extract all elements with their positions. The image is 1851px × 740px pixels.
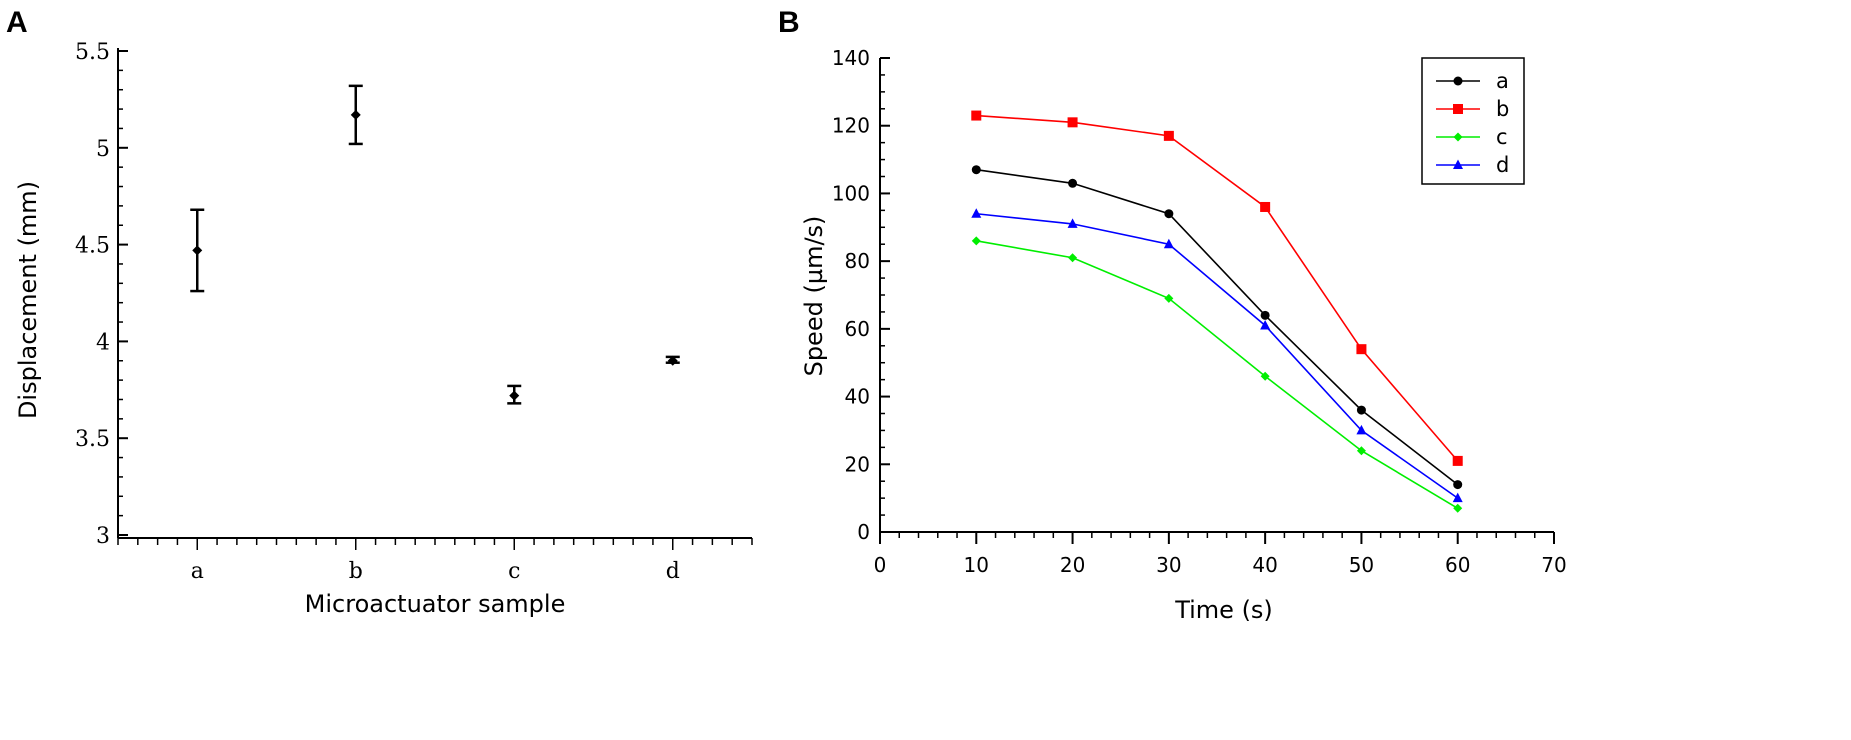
- series-c-point: [1260, 371, 1270, 381]
- series-b-point: [971, 110, 982, 121]
- panel-b-x-tick-label: 20: [1060, 553, 1085, 577]
- legend-c-marker: [1453, 132, 1463, 142]
- panel-b-y-tick-label: 100: [832, 181, 870, 205]
- series-b-point: [1452, 455, 1463, 466]
- legend-d-label: d: [1496, 153, 1509, 177]
- panel-a-x-tick-label: a: [191, 559, 204, 584]
- panel-b-x-tick-label: 60: [1445, 553, 1470, 577]
- panel-a-x-tick-label: c: [508, 559, 520, 584]
- series-b-point: [1067, 117, 1078, 128]
- panel-a-y-tick-label: 3.5: [75, 427, 110, 452]
- legend-b-label: b: [1496, 97, 1509, 121]
- panel-b-y-tick-label: 80: [845, 249, 870, 273]
- series-d-point: [1356, 424, 1367, 435]
- series-b-point: [1260, 201, 1271, 212]
- panel-a-label: A: [6, 6, 28, 39]
- series-a-point: [1260, 310, 1270, 320]
- panel-a-data-point: [192, 245, 203, 256]
- series-a-point: [1164, 209, 1174, 219]
- series-d-point: [971, 208, 982, 218]
- panel-a-y-tick-label: 5: [96, 137, 110, 162]
- series-a-point: [971, 165, 981, 175]
- legend-a-label: a: [1496, 69, 1509, 93]
- panel-a-y-tick-label: 5.5: [75, 40, 110, 65]
- panel-b-y-tick-label: 0: [857, 520, 870, 544]
- legend-a-marker: [1453, 76, 1463, 86]
- panel-a-data-point: [509, 390, 520, 401]
- series-a-point: [1453, 480, 1463, 490]
- series-c-point: [1068, 253, 1078, 263]
- panel-b-x-axis-title: Time (s): [1174, 596, 1273, 624]
- series-d-line: [976, 212, 1459, 499]
- panel-b-marks: 0 20 40 60 80 100 120 140 0 10 20 30 40 50 60 70: [832, 46, 1567, 577]
- legend-b-marker: [1453, 104, 1463, 114]
- panel-b-x-tick-label: 70: [1541, 553, 1566, 577]
- series-d-point: [1260, 319, 1271, 330]
- legend-d-marker: [1453, 159, 1463, 169]
- legend-c-label: c: [1496, 125, 1508, 149]
- series-b-point: [1163, 130, 1174, 141]
- series-c-point: [971, 236, 981, 246]
- panel-a-y-axis-title: Displacement (mm): [14, 181, 42, 419]
- series-b-point: [1356, 344, 1367, 355]
- series-d-point: [1067, 218, 1078, 228]
- panel-b-x-tick-label: 0: [874, 553, 887, 577]
- panel-b-y-tick-label: 140: [832, 46, 870, 70]
- panel-b-x-tick-label: 10: [964, 553, 989, 577]
- panel-b-y-tick-label: 60: [845, 317, 870, 341]
- series-d-point: [1163, 238, 1174, 249]
- panel-a-x-tick-label: d: [666, 559, 680, 584]
- panel-b-x-tick-label: 40: [1252, 553, 1277, 577]
- panel-b-y-axis-title: Speed (µm/s): [800, 216, 828, 377]
- panel-b-y-tick-label: 20: [845, 452, 870, 476]
- panel-a-data-point: [667, 355, 678, 366]
- panel-b-x-tick-label: 50: [1349, 553, 1374, 577]
- panel-a-y-tick-label: 4: [96, 330, 110, 355]
- series-c-point: [1453, 503, 1463, 513]
- series-d-point: [1452, 492, 1463, 503]
- series-c-point: [1356, 446, 1366, 456]
- series-c-point: [1164, 293, 1174, 303]
- panel-b-label: B: [778, 6, 800, 39]
- panel-a-marks: 3 3.5 4 4.5 5 5.5 a b c d: [75, 40, 753, 584]
- panel-a-axes: [117, 48, 752, 539]
- series-a-point: [1356, 405, 1366, 415]
- panel-b-y-tick-label: 120: [832, 114, 870, 138]
- panel-a-data-point: [350, 109, 361, 120]
- series-a-line: [976, 168, 1459, 486]
- panel-a-y-tick-label: 3: [96, 524, 110, 549]
- series-c-line: [976, 240, 1459, 509]
- panel-b-x-tick-label: 30: [1156, 553, 1181, 577]
- panel-b-y-tick-label: 40: [845, 385, 870, 409]
- series-a-point: [1068, 178, 1078, 188]
- panel-a-x-tick-label: b: [349, 559, 363, 584]
- panel-a-x-axis-title: Microactuator sample: [305, 590, 566, 618]
- series-b-line: [976, 114, 1459, 462]
- panel-a-y-tick-label: 4.5: [75, 234, 110, 259]
- panel-b-legend-frame: [1421, 57, 1525, 185]
